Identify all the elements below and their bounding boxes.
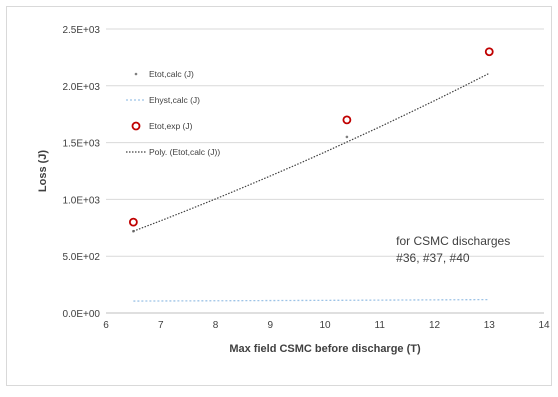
y-tick-label: 0.0E+00 (62, 309, 100, 320)
x-axis-label: Max field CSMC before discharge (T) (229, 343, 421, 355)
data-point-etot-calc (345, 135, 349, 139)
y-tick-label: 1.0E+03 (62, 195, 100, 206)
y-tick-label: 2.0E+03 (62, 82, 100, 93)
series-line-ehyst-calc (133, 298, 490, 302)
y-tick-label: 1.5E+03 (62, 139, 100, 150)
series-layer (128, 47, 494, 302)
data-point-etot-exp (484, 47, 494, 57)
annotation-line-2: #36, #37, #40 (396, 251, 470, 265)
gridlines (106, 28, 544, 314)
x-tick-label: 9 (267, 320, 273, 331)
legend-label: Poly. (Etot,calc (J)) (149, 147, 220, 157)
legend-label: Ehyst,calc (J) (149, 95, 200, 105)
y-tick-label: 2.5E+03 (62, 25, 100, 36)
x-tick-label: 6 (103, 320, 109, 331)
legend: Etot,calc (J) Ehyst,calc (J) Etot,exp (J) P… (126, 69, 220, 157)
x-tick-label: 14 (538, 320, 550, 331)
x-tick-label: 11 (375, 320, 386, 331)
annotation-line-1: for CSMC discharges (396, 234, 510, 248)
legend-marker-etot-exp (131, 121, 141, 131)
x-tick-label: 7 (158, 320, 164, 331)
y-axis-label: Loss (J) (37, 150, 49, 193)
legend-label: Etot,calc (J) (149, 69, 194, 79)
trendline-etot-calc (133, 72, 490, 232)
x-tick-label: 13 (484, 320, 496, 331)
data-point-etot-exp (342, 115, 352, 125)
x-tick-label: 12 (429, 320, 441, 331)
x-tick-label: 8 (213, 320, 219, 331)
x-tick-label: 10 (319, 320, 331, 331)
chart-border (6, 6, 552, 386)
axes: 0.0E+00 5.0E+02 1.0E+03 1.5E+03 2.0E+03 2.5E+… (62, 25, 550, 331)
legend-label: Etot,exp (J) (149, 121, 193, 131)
legend-marker-etot-calc (134, 72, 138, 76)
data-point-etot-exp (128, 217, 138, 227)
y-tick-label: 5.0E+02 (62, 252, 100, 263)
